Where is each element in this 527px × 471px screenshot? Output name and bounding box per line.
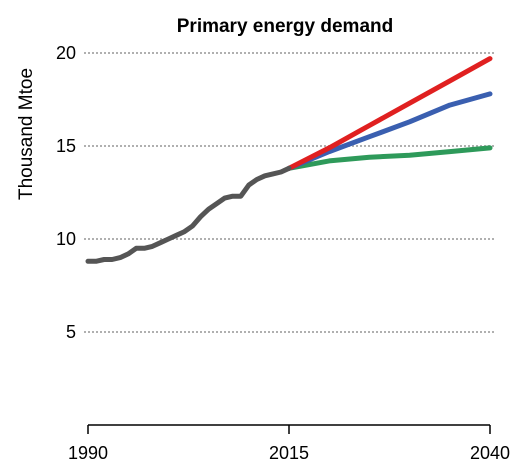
x-tick-label-1990: 1990 bbox=[68, 443, 108, 463]
x-axis bbox=[87, 424, 491, 434]
y-tick-label-10: 10 bbox=[56, 229, 76, 249]
y-tick-labels: 5 10 15 20 bbox=[56, 43, 76, 342]
y-tick-label-20: 20 bbox=[56, 43, 76, 63]
series-lines bbox=[85, 56, 493, 264]
x-tick-labels: 1990 2015 2040 bbox=[68, 443, 510, 463]
y-tick-label-5: 5 bbox=[66, 322, 76, 342]
x-tick-label-2040: 2040 bbox=[470, 443, 510, 463]
y-axis-label: Thousand Mtoe bbox=[16, 68, 37, 200]
series-line-0 bbox=[85, 165, 292, 264]
y-tick-label-15: 15 bbox=[56, 136, 76, 156]
gridlines bbox=[84, 52, 494, 333]
x-tick-label-2015: 2015 bbox=[269, 443, 309, 463]
series-line-1 bbox=[286, 56, 493, 171]
series-line-3 bbox=[286, 145, 493, 171]
series-line-2 bbox=[286, 91, 493, 171]
chart-title: Primary energy demand bbox=[177, 16, 393, 37]
